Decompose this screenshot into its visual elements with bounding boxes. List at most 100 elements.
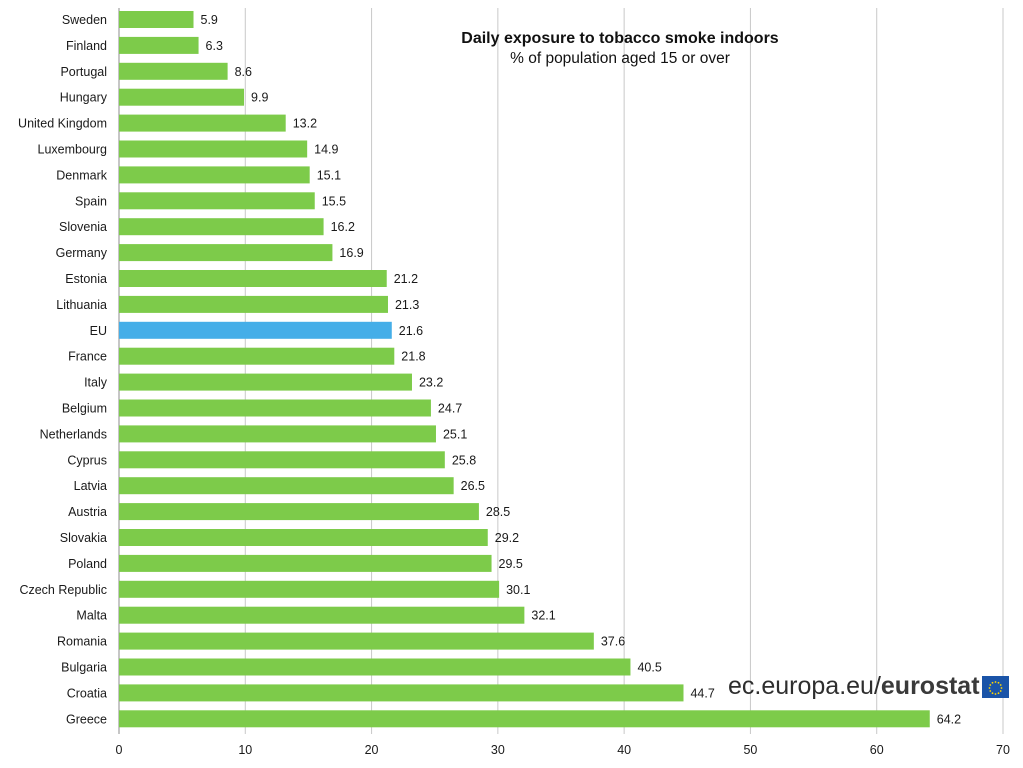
category-label: Latvia [74, 479, 107, 493]
value-label: 44.7 [690, 686, 714, 700]
bar [119, 373, 412, 391]
bar [119, 684, 684, 702]
bar [119, 166, 310, 184]
category-label: Denmark [56, 168, 107, 182]
value-label: 32.1 [531, 609, 555, 623]
category-label: Finland [66, 39, 107, 53]
value-label: 26.5 [461, 479, 485, 493]
value-label: 28.5 [486, 505, 510, 519]
x-tick-label: 0 [116, 743, 123, 757]
category-label: Estonia [65, 272, 107, 286]
category-label: Spain [75, 194, 107, 208]
value-label: 21.3 [395, 298, 419, 312]
value-label: 29.2 [495, 531, 519, 545]
bar [119, 114, 286, 132]
bar [119, 710, 930, 728]
value-label: 16.2 [331, 220, 355, 234]
bar [119, 451, 445, 469]
bar [119, 658, 631, 676]
x-tick-label: 60 [870, 743, 884, 757]
value-label: 9.9 [251, 91, 268, 105]
category-label: Hungary [60, 91, 108, 105]
value-label: 21.8 [401, 350, 425, 364]
value-label: 13.2 [293, 117, 317, 131]
category-label: Malta [76, 609, 107, 623]
bar [119, 270, 387, 287]
value-label: 29.5 [499, 557, 523, 571]
value-label: 64.2 [937, 712, 961, 726]
bar [119, 88, 245, 106]
category-label: Czech Republic [19, 583, 107, 597]
value-label: 23.2 [419, 376, 443, 390]
source-site: ec.europa.eu/ [728, 671, 881, 700]
x-tick-label: 40 [617, 743, 631, 757]
category-label: Italy [84, 376, 108, 390]
category-label: Netherlands [40, 427, 107, 441]
x-tick-label: 70 [996, 743, 1010, 757]
x-tick-label: 30 [491, 743, 505, 757]
x-tick-label: 50 [743, 743, 757, 757]
eu-flag-icon [981, 676, 1009, 698]
source-brand: eurostat [880, 671, 980, 700]
bar [119, 529, 488, 546]
category-label: Croatia [67, 686, 107, 700]
value-label: 5.9 [201, 13, 218, 27]
bar [119, 580, 500, 598]
value-label: 37.6 [601, 635, 625, 649]
category-label: Slovakia [60, 531, 107, 545]
bar [119, 36, 199, 54]
category-label: Cyprus [67, 453, 107, 467]
bar [119, 347, 395, 365]
category-label: Lithuania [56, 298, 107, 312]
value-label: 30.1 [506, 583, 530, 597]
value-label: 24.7 [438, 402, 462, 416]
category-label: Slovenia [59, 220, 107, 234]
category-label: Romania [57, 635, 107, 649]
value-label: 21.2 [394, 272, 418, 286]
category-label: EU [90, 324, 107, 338]
value-label: 21.6 [399, 324, 423, 338]
value-label: 6.3 [206, 39, 223, 53]
category-label: Portugal [60, 65, 107, 79]
category-label: Bulgaria [61, 661, 107, 675]
category-label: Germany [56, 246, 108, 260]
category-label: Sweden [62, 13, 107, 27]
value-label: 15.1 [317, 168, 341, 182]
bar [119, 554, 492, 572]
chart-title: Daily exposure to tobacco smoke indoors [461, 30, 779, 47]
value-label: 14.9 [314, 143, 338, 157]
bar [119, 11, 194, 28]
x-tick-label: 20 [365, 743, 379, 757]
bar [119, 218, 324, 236]
value-label: 25.8 [452, 453, 476, 467]
chart-subtitle: % of population aged 15 or over [510, 50, 730, 67]
category-label: Luxembourg [38, 143, 108, 157]
value-label: 15.5 [322, 194, 346, 208]
gridlines [118, 8, 1004, 734]
source-credit: ec.europa.eu/eurostat [728, 672, 1009, 700]
category-labels: Sweden Finland Portugal Hungary United Kingd… [18, 13, 108, 726]
x-tick-label: 10 [238, 743, 252, 757]
bar [119, 295, 388, 313]
category-label: Belgium [62, 402, 107, 416]
chart-title-block: Daily exposure to tobacco smoke indoors … [380, 28, 860, 69]
value-label: 25.1 [443, 427, 467, 441]
bar [119, 321, 392, 339]
bar [119, 632, 594, 650]
value-label: 8.6 [235, 65, 252, 79]
bar [119, 192, 315, 210]
bar [119, 503, 479, 521]
bar [119, 399, 431, 417]
category-label: France [68, 350, 107, 364]
value-label: 16.9 [339, 246, 363, 260]
category-label: Greece [66, 712, 107, 726]
bar [119, 425, 436, 443]
category-label: United Kingdom [18, 117, 107, 131]
bars [119, 11, 930, 728]
category-label: Austria [68, 505, 107, 519]
bar [119, 140, 308, 158]
bar [119, 62, 228, 80]
value-labels: 5.9 6.3 8.6 9.9 13.2 14.9 15.1 15.5 16.2 16.9 21.2… [201, 13, 962, 726]
bar [119, 244, 333, 262]
